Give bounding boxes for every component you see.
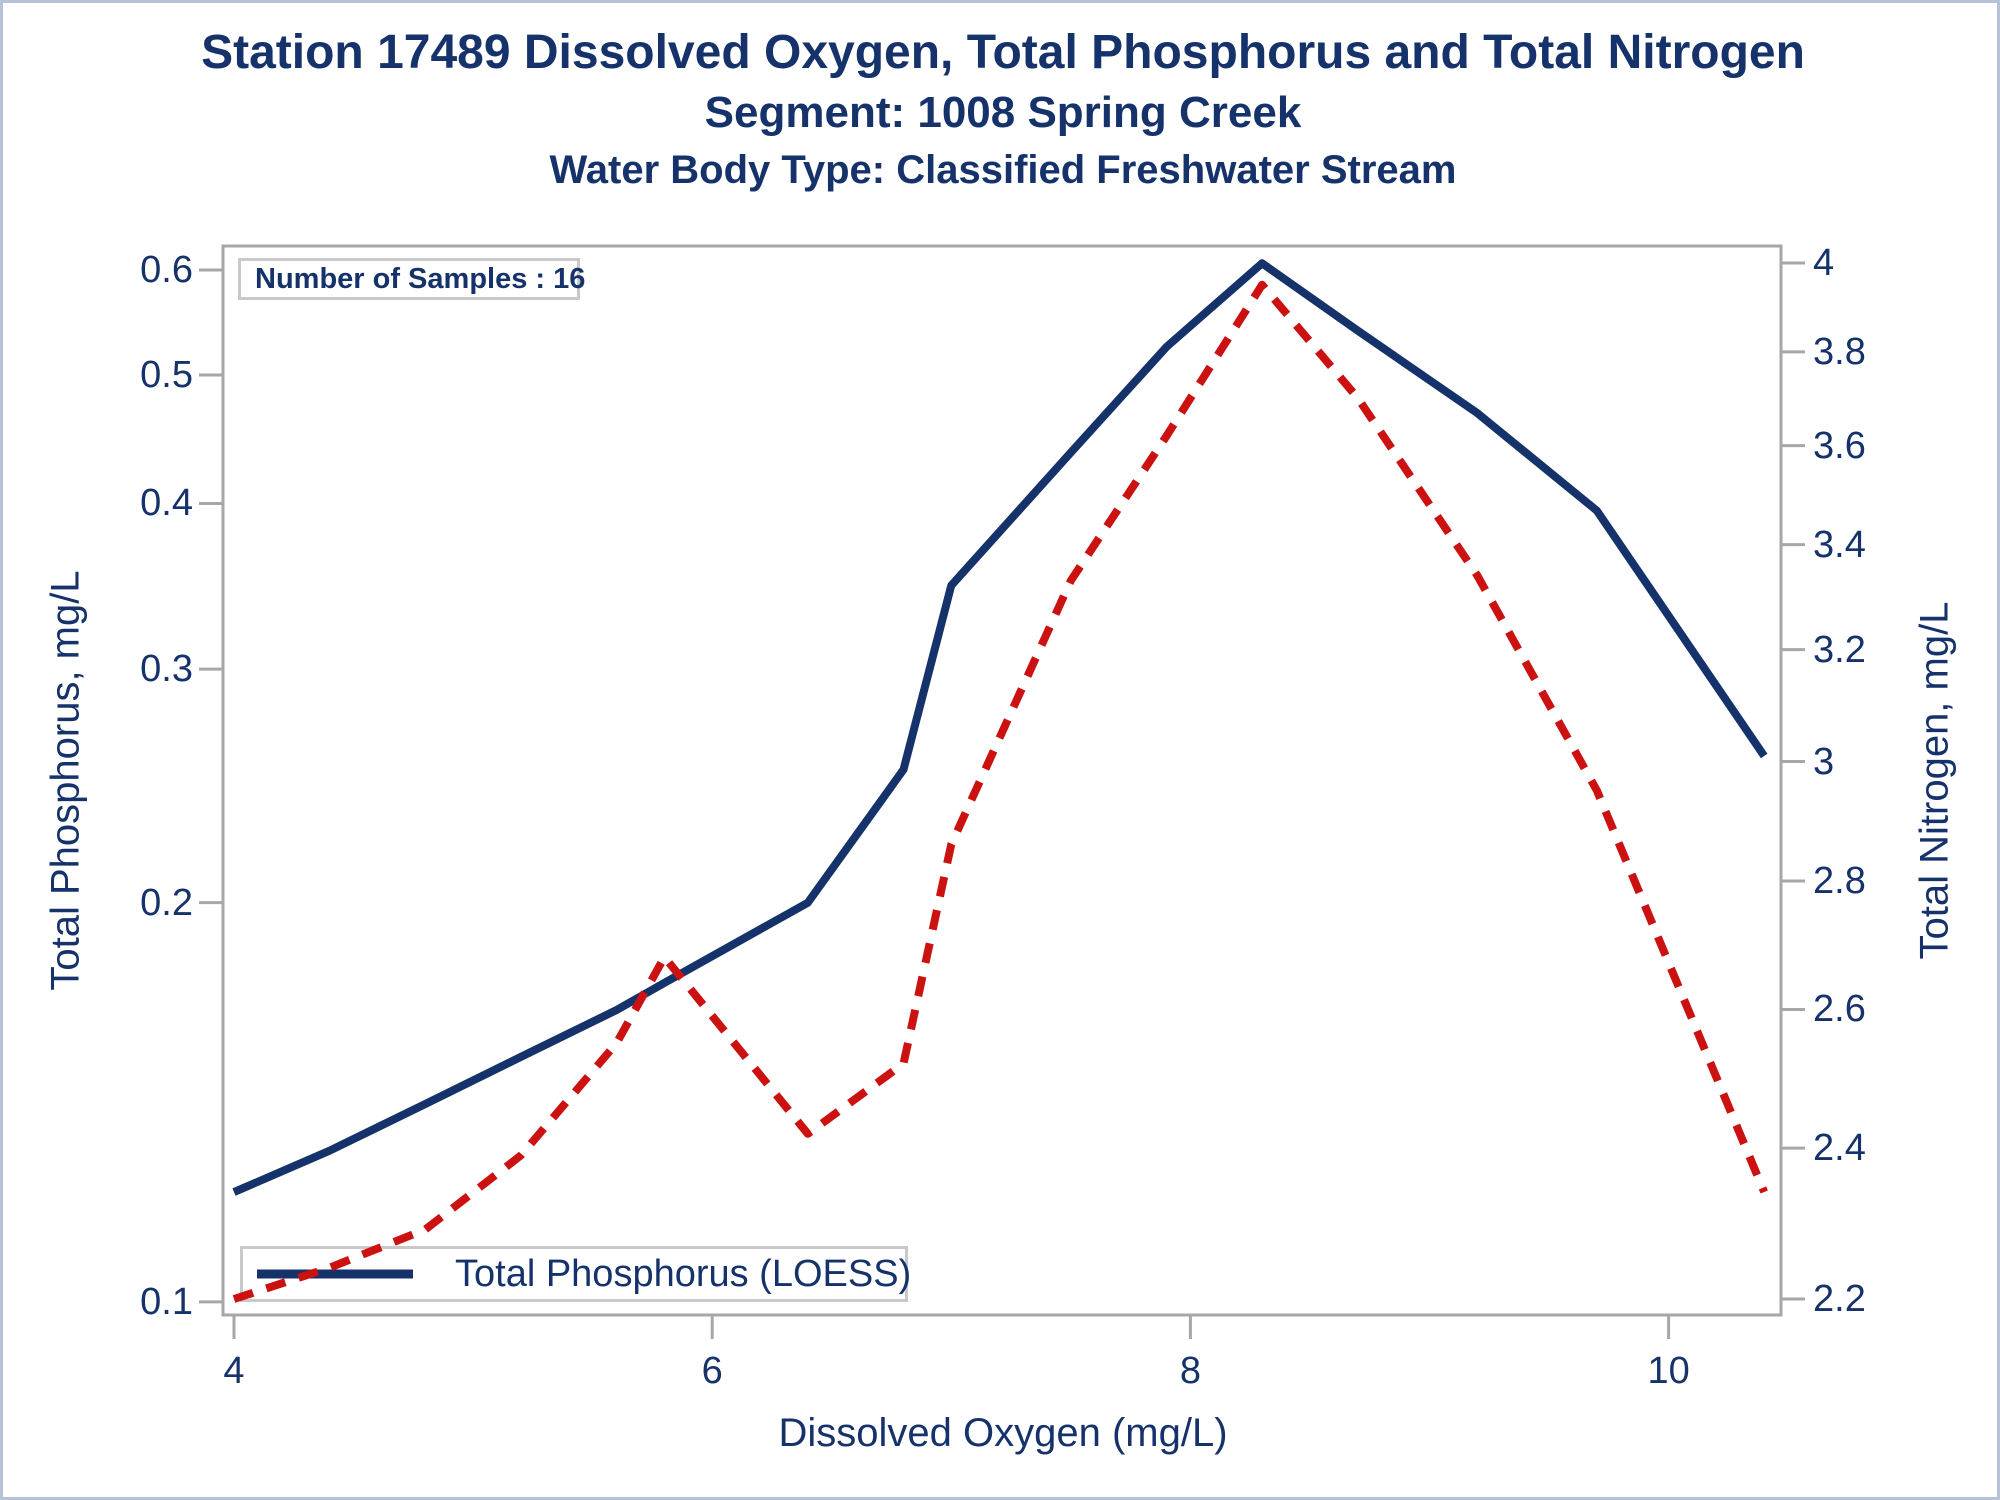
number-of-samples-box: Number of Samples : 16 <box>238 258 586 300</box>
title-block: Station 17489 Dissolved Oxygen, Total Ph… <box>3 25 1997 193</box>
x-tick-label: 10 <box>1647 1350 1690 1392</box>
chart-subtitle-waterbody: Water Body Type: Classified Freshwater S… <box>549 148 1457 192</box>
x-tick-label: 8 <box>1179 1350 1201 1392</box>
phosphorus-loess-line <box>232 259 1768 1196</box>
y-left-tick-label: 0.6 <box>140 249 193 291</box>
y-right-axis-title: Total Nitrogen, mg/L <box>1912 601 1957 960</box>
legend: Total Phosphorus (LOESS) <box>240 1246 911 1302</box>
x-tick-label: 6 <box>701 1350 723 1392</box>
y-right-tick-label: 3.2 <box>1813 628 1866 671</box>
chart-title: Station 17489 Dissolved Oxygen, Total Ph… <box>201 26 1805 79</box>
legend-line-swatch <box>257 1269 413 1279</box>
legend-label: Total Phosphorus (LOESS) <box>455 1252 912 1295</box>
y-left-tick-label: 0.1 <box>140 1280 193 1323</box>
nitrogen-loess-line <box>232 280 1768 1303</box>
y-left-axis-title: Total Phosphorus, mg/L <box>43 570 88 991</box>
plot-frame <box>221 244 1783 1317</box>
y-right-tick-label: 3.4 <box>1813 523 1866 566</box>
y-left-tick-label: 0.3 <box>140 648 193 691</box>
y-right-tick-label: 4 <box>1813 242 1835 284</box>
x-axis-title: Dissolved Oxygen (mg/L) <box>778 1411 1228 1455</box>
y-right-tick-label: 2.4 <box>1813 1127 1866 1170</box>
y-right-tick-label: 2.6 <box>1813 988 1866 1031</box>
y-right-tick-label: 2.2 <box>1813 1277 1866 1320</box>
x-tick-label: 4 <box>223 1350 245 1392</box>
legend-item: Total Phosphorus (LOESS) <box>243 1249 911 1299</box>
number-of-samples-text: Number of Samples : 16 <box>255 263 586 295</box>
y-left-tick-label: 0.5 <box>140 353 193 396</box>
y-right-tick-label: 3.6 <box>1813 424 1866 467</box>
y-left-tick-label: 0.2 <box>140 881 193 924</box>
y-left-tick-label: 0.4 <box>140 482 193 525</box>
y-right-tick-label: 3 <box>1813 740 1835 783</box>
y-right-tick-label: 3.8 <box>1813 330 1866 373</box>
y-right-tick-label: 2.8 <box>1813 860 1866 903</box>
chart-subtitle-segment: Segment: 1008 Spring Creek <box>704 88 1302 137</box>
